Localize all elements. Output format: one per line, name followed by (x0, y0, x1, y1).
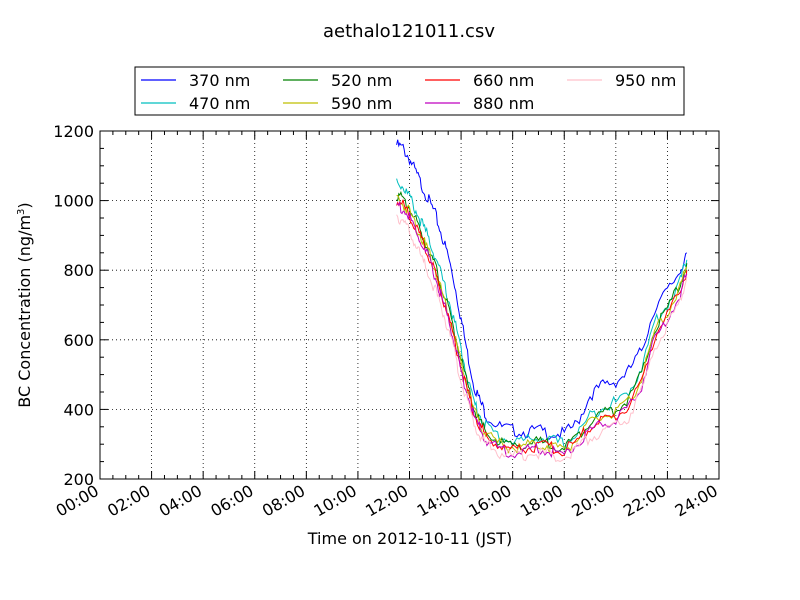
x-tick-label: 18:00 (517, 481, 566, 521)
x-tick-label: 06:00 (207, 481, 256, 521)
series-line-590-nm (396, 194, 688, 454)
series-line-470-nm (396, 178, 688, 450)
y-tick-label: 400 (63, 400, 94, 419)
x-axis-label: Time on 2012-10-11 (JST) (307, 529, 512, 548)
legend-label: 880 nm (473, 94, 534, 113)
y-axis-label-main: BC Concentration (ng/m (15, 215, 34, 408)
y-tick-label: 600 (63, 331, 94, 350)
series-line-950-nm (396, 214, 688, 462)
x-tick-label: 22:00 (620, 481, 669, 521)
series-line-660-nm (396, 199, 688, 457)
legend-label: 590 nm (331, 94, 392, 113)
y-tick-label: 1200 (53, 122, 94, 141)
x-tick-labels: 00:00 02:00 04:00 06:00 08:00 10:00 12:00 14:00… (53, 481, 721, 521)
series-line-880-nm (396, 201, 688, 459)
x-tick-label: 16:00 (465, 481, 514, 521)
chart-title: aethalo121011.csv (323, 21, 495, 42)
legend-box (134, 66, 685, 116)
grid (100, 131, 719, 479)
x-tick-label: 20:00 (568, 481, 617, 521)
y-tick-label: 1000 (53, 192, 94, 211)
series-line-370-nm (396, 139, 688, 440)
x-tick-label: 24:00 (672, 481, 721, 521)
legend-label: 470 nm (189, 94, 250, 113)
y-axis-label-superscript: 3 (16, 209, 27, 215)
legend-label: 520 nm (331, 71, 392, 90)
legend: 370 nm 470 nm 520 nm 590 nm 660 nm 880 nm 950 … (134, 66, 685, 116)
legend-label: 660 nm (473, 71, 534, 90)
y-axis-label: BC Concentration (ng/m3) (15, 202, 34, 407)
x-tick-label: 14:00 (414, 481, 463, 521)
x-tick-label: 12:00 (362, 481, 411, 521)
axis-ticks (99, 130, 720, 480)
plot-series (396, 139, 688, 462)
legend-label: 950 nm (615, 71, 676, 90)
x-tick-label: 08:00 (259, 481, 308, 521)
y-tick-label: 200 (63, 470, 94, 489)
legend-label: 370 nm (189, 71, 250, 90)
x-tick-label: 04:00 (156, 481, 205, 521)
y-axis-label-end: ) (15, 202, 34, 208)
y-tick-label: 800 (63, 261, 94, 280)
y-tick-labels: 200 400 600 800 1000 1200 (53, 122, 94, 489)
x-tick-label: 10:00 (310, 481, 359, 521)
x-tick-label: 02:00 (104, 481, 153, 521)
